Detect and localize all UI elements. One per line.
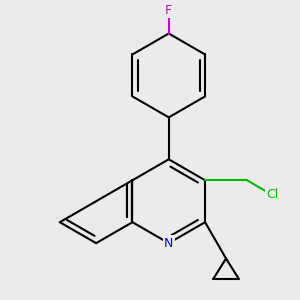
Text: F: F (165, 4, 172, 17)
Text: Cl: Cl (266, 188, 278, 201)
Text: N: N (164, 237, 173, 250)
